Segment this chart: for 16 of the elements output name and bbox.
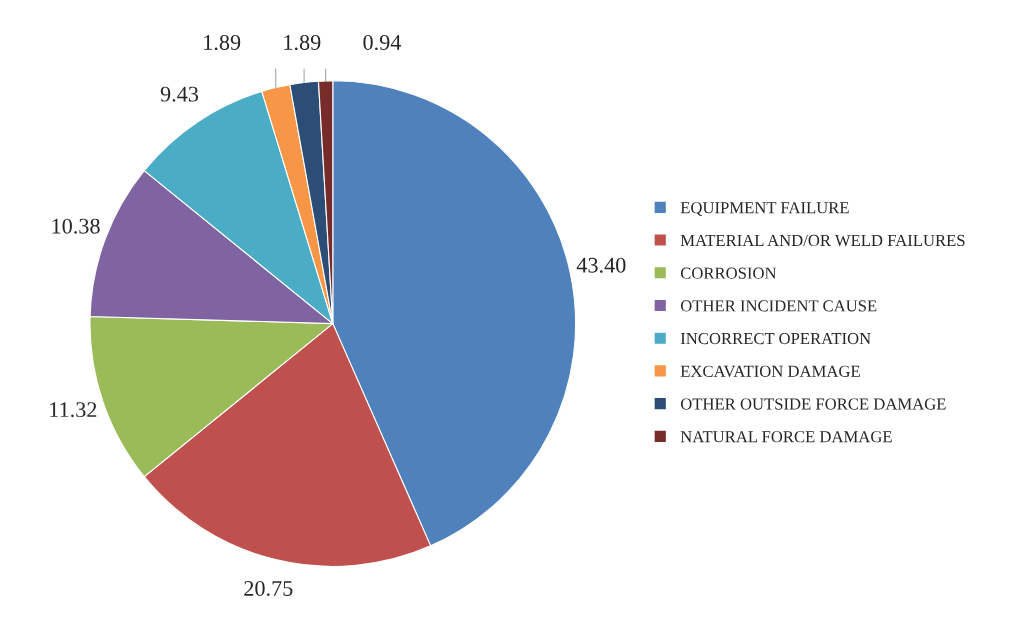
legend-label: EXCAVATION DAMAGE — [680, 365, 860, 377]
data-label: 1.89 — [284, 34, 321, 51]
legend-label: CORROSION — [680, 267, 777, 279]
data-label: 20.75 — [244, 580, 293, 596]
data-label: 11.32 — [50, 402, 97, 418]
legend-label: MATERIAL AND/OR WELD FAILURES — [680, 234, 965, 247]
legend-label: OTHER OUTSIDE FORCE DAMAGE — [680, 398, 946, 410]
legend-label: NATURAL FORCE DAMAGE — [680, 431, 892, 443]
data-label: 43.40 — [576, 257, 626, 273]
legend-label: INCORRECT OPERATION — [680, 333, 871, 345]
data-label: 0.94 — [363, 34, 402, 51]
data-label: 9.43 — [160, 86, 199, 102]
data-label: 1.89 — [204, 34, 241, 51]
data-label: 10.38 — [52, 218, 100, 234]
legend-label: EQUIPMENT FAILURE — [680, 202, 849, 216]
legend-label: OTHER INCIDENT CAUSE — [680, 300, 877, 312]
